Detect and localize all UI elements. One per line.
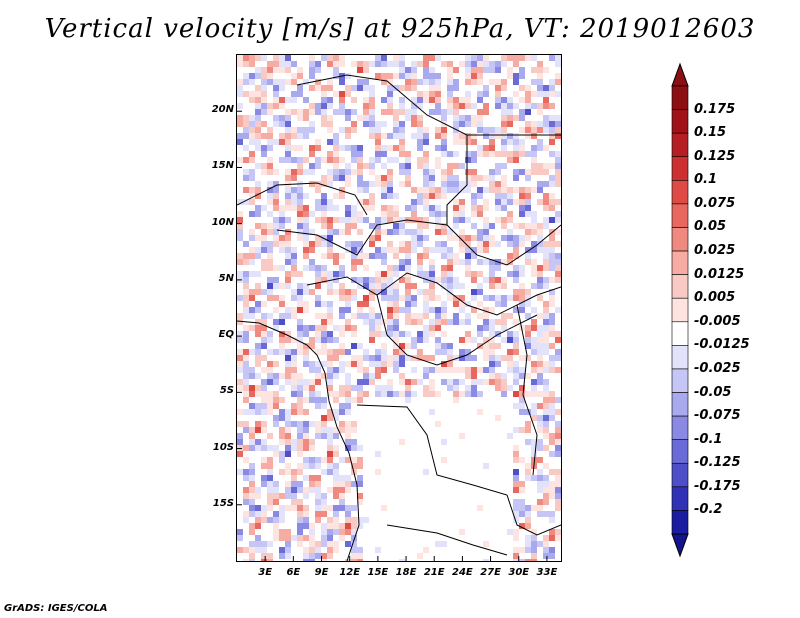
longitude-label: 27E — [480, 567, 501, 578]
latitude-label: 10S — [212, 441, 234, 453]
longitude-label: 6E — [286, 567, 301, 578]
country-borders — [237, 74, 561, 561]
longitude-label: 15E — [367, 567, 389, 578]
colorbar-box — [671, 250, 689, 275]
colorbar-box — [671, 345, 689, 370]
colorbar-bottom-arrow — [671, 533, 689, 558]
colorbar-box — [671, 156, 689, 181]
colorbar-level-label: 0.15 — [694, 125, 727, 141]
colorbar-box — [671, 203, 689, 228]
latitude-label: EQ — [218, 329, 234, 341]
latitude-label: 5S — [219, 385, 234, 397]
longitude-label: 12E — [339, 567, 361, 578]
colorbar-box — [671, 109, 689, 134]
colorbar-level-label: -0.2 — [694, 502, 723, 518]
colorbar-level-label: 0.075 — [694, 195, 736, 211]
longitude-label: 3E — [258, 567, 273, 578]
latitude-label: 15N — [211, 160, 234, 172]
colorbar-box — [671, 321, 689, 346]
field-cells — [237, 55, 561, 561]
colorbar-box — [671, 439, 689, 464]
colorbar-level-label: 0.05 — [694, 219, 727, 235]
latitude-label: 10N — [211, 216, 234, 228]
colorbar-box — [671, 297, 689, 323]
colorbar-level-label: -0.1 — [694, 431, 723, 447]
latitude-label: 15S — [212, 497, 234, 509]
colorbar-level-label: -0.005 — [694, 313, 741, 329]
colorbar-level-label: -0.075 — [694, 408, 741, 424]
longitude-label: 30E — [508, 567, 530, 578]
colorbar-box — [671, 227, 689, 252]
map-panel — [236, 54, 562, 562]
colorbar-box — [671, 132, 689, 158]
colorbar-level-label: -0.175 — [694, 478, 741, 494]
latitude-label: 20N — [211, 104, 234, 116]
colorbar-level-label: 0.025 — [694, 243, 736, 259]
longitude-label: 24E — [452, 567, 473, 578]
longitude-label: 33E — [536, 567, 558, 578]
colorbar-level-label: 0.1 — [694, 172, 718, 188]
colorbar-box — [671, 486, 689, 511]
colorbar-level-label: -0.0125 — [694, 337, 750, 353]
colorbar-level-label: -0.025 — [694, 360, 741, 376]
colorbar-box — [671, 85, 689, 110]
map-title: Vertical velocity [m/s] at 925hPa, VT: 2… — [44, 14, 756, 44]
colorbar-top-arrow — [671, 62, 689, 87]
colorbar-level-label: -0.05 — [694, 384, 732, 400]
colorbar-box — [671, 368, 689, 393]
colorbar-level-label: 0.175 — [694, 101, 736, 117]
vertical-velocity-field — [237, 55, 561, 561]
colorbar-box — [671, 180, 689, 205]
colorbar-level-label: 0.005 — [694, 290, 736, 306]
colorbar-box — [671, 510, 689, 535]
colorbar-level-label: 0.125 — [694, 148, 736, 164]
grads-credit: GrADS: IGES/COLA — [4, 603, 108, 614]
latitude-label: 5N — [218, 272, 234, 284]
longitude-label: 21E — [423, 567, 445, 578]
longitude-label: 9E — [314, 567, 329, 578]
colorbar-level-label: -0.125 — [694, 455, 741, 471]
longitude-label: 18E — [395, 567, 417, 578]
colorbar-box — [671, 274, 689, 299]
colorbar-box — [671, 392, 689, 417]
colorbar-box — [671, 462, 689, 488]
colorbar-box — [671, 415, 689, 440]
colorbar-level-label: 0.0125 — [694, 266, 745, 282]
